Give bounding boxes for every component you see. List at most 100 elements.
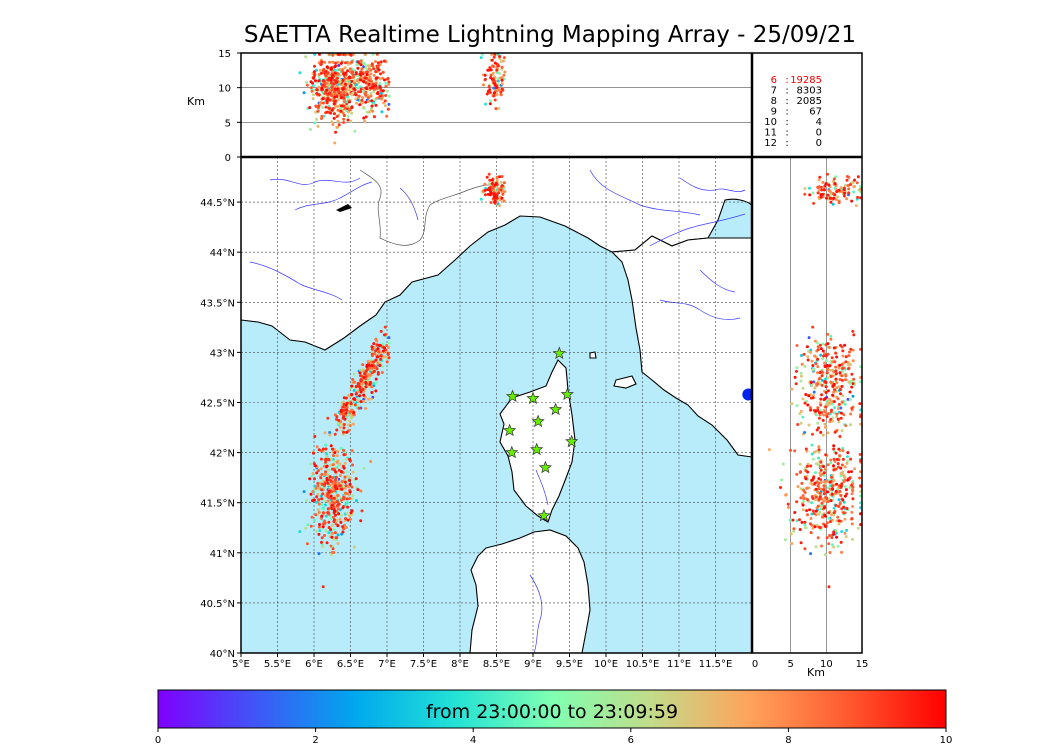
lightning-point: [327, 489, 331, 493]
lightning-point: [488, 193, 492, 197]
lightning-point-lat-alt: [807, 394, 811, 398]
lightning-point-lat-alt: [819, 507, 823, 511]
lightning-point-lon-alt: [491, 71, 495, 75]
lightning-point-lat-alt: [831, 202, 835, 206]
lightning-point: [359, 489, 363, 493]
lightning-point-lat-alt: [810, 478, 814, 482]
lightning-point-lon-alt: [493, 91, 497, 95]
lightning-point-lon-alt: [323, 60, 327, 64]
lightning-point: [352, 389, 356, 392]
lightning-point-lon-alt: [327, 76, 331, 80]
lightning-point: [493, 183, 497, 187]
lightning-point-lon-alt: [369, 91, 373, 95]
lightning-point-lat-alt: [826, 376, 830, 380]
lightning-point-lat-alt: [840, 429, 844, 433]
lightning-point: [315, 445, 319, 449]
lightning-point-lat-alt: [828, 520, 832, 524]
lightning-point: [342, 426, 346, 430]
river-6: [679, 177, 746, 192]
lightning-point-lon-alt: [298, 71, 302, 75]
lightning-point-lon-alt: [362, 80, 366, 84]
lightning-point-lon-alt: [385, 114, 389, 118]
lightning-point-lat-alt: [838, 454, 842, 458]
lightning-point: [321, 522, 325, 526]
lightning-point-lat-alt: [823, 365, 827, 369]
lightning-point-lat-alt: [848, 398, 852, 401]
lightning-point-lat-alt: [799, 379, 803, 383]
lightning-point-lon-alt: [499, 60, 503, 63]
lightning-point-lon-alt: [376, 61, 380, 65]
lightning-point-lat-alt: [829, 200, 833, 204]
lightning-point-lat-alt: [816, 490, 820, 494]
lightning-point-lon-alt: [372, 74, 376, 77]
lightning-point-lon-alt: [494, 107, 498, 111]
lightning-point-lat-alt: [840, 374, 844, 378]
lightning-point: [338, 474, 342, 477]
lightning-point: [341, 405, 345, 409]
lightning-point: [335, 428, 339, 432]
lightning-point: [360, 509, 364, 513]
lightning-point: [385, 360, 389, 364]
lightning-point-lon-alt: [331, 123, 335, 126]
lightning-point: [315, 471, 319, 475]
lightning-point-lat-alt: [816, 406, 820, 410]
lightning-point-lon-alt: [356, 86, 360, 90]
lightning-point-lat-alt: [790, 402, 794, 406]
lightning-point: [337, 468, 341, 472]
lightning-point-lat-alt: [827, 585, 831, 589]
capraia-island: [589, 351, 597, 359]
lightning-point: [324, 447, 328, 451]
lightning-point-lon-alt: [348, 76, 352, 80]
lightning-point-lon-alt: [352, 79, 356, 82]
lightning-point-lat-alt: [793, 511, 797, 514]
legend-separator: :: [785, 96, 788, 107]
lightning-point-lat-alt: [839, 392, 842, 396]
lightning-point: [362, 393, 366, 397]
lightning-point-lat-alt: [831, 180, 835, 183]
lightning-point-lat-alt: [823, 524, 827, 528]
lightning-point-lon-alt: [333, 95, 337, 99]
lightning-point-lon-alt: [330, 108, 334, 112]
lightning-point: [487, 182, 491, 186]
lightning-point: [483, 193, 487, 197]
lightning-point: [369, 460, 373, 463]
lightning-point-lon-alt: [311, 81, 314, 85]
lightning-point-lon-alt: [383, 104, 387, 108]
lightning-point: [326, 499, 330, 503]
lightning-point: [336, 542, 340, 545]
lightning-point: [333, 509, 337, 513]
lightning-point: [356, 399, 360, 403]
lightning-point-lat-alt: [803, 547, 807, 551]
lightning-point-lat-alt: [812, 380, 816, 384]
lightning-point: [333, 451, 337, 455]
lightning-point: [319, 476, 323, 480]
lightning-point-lon-alt: [315, 88, 319, 92]
lightning-point-lat-alt: [824, 453, 828, 457]
lightning-point-lat-alt: [833, 430, 837, 434]
lightning-point: [334, 470, 338, 474]
lightning-point-lat-alt: [799, 374, 803, 378]
lightning-point-lat-alt: [813, 525, 817, 529]
lightning-point: [348, 490, 352, 494]
lightning-point-lat-alt: [832, 464, 835, 468]
lightning-point-lat-alt: [843, 465, 847, 469]
lightning-point: [318, 523, 321, 526]
lightning-point-lat-alt: [852, 377, 856, 381]
lightning-point: [333, 484, 337, 488]
lightning-point-lat-alt: [839, 186, 843, 190]
lightning-point-lat-alt: [830, 543, 834, 547]
lightning-point-lon-alt: [343, 82, 347, 86]
lightning-point: [372, 381, 376, 385]
lightning-point: [381, 349, 385, 353]
lightning-point-lat-alt: [822, 499, 826, 503]
lightning-point-lon-alt: [387, 102, 391, 106]
lightning-point-lon-alt: [355, 63, 359, 67]
lightning-point: [320, 497, 324, 501]
lightning-point-lat-alt: [798, 518, 801, 522]
river-3: [249, 261, 343, 301]
lightning-point-lat-alt: [838, 435, 842, 438]
lightning-point: [343, 475, 347, 479]
lightning-point-lat-alt: [833, 411, 837, 415]
lightning-point: [345, 430, 349, 434]
lightning-point: [383, 346, 386, 350]
